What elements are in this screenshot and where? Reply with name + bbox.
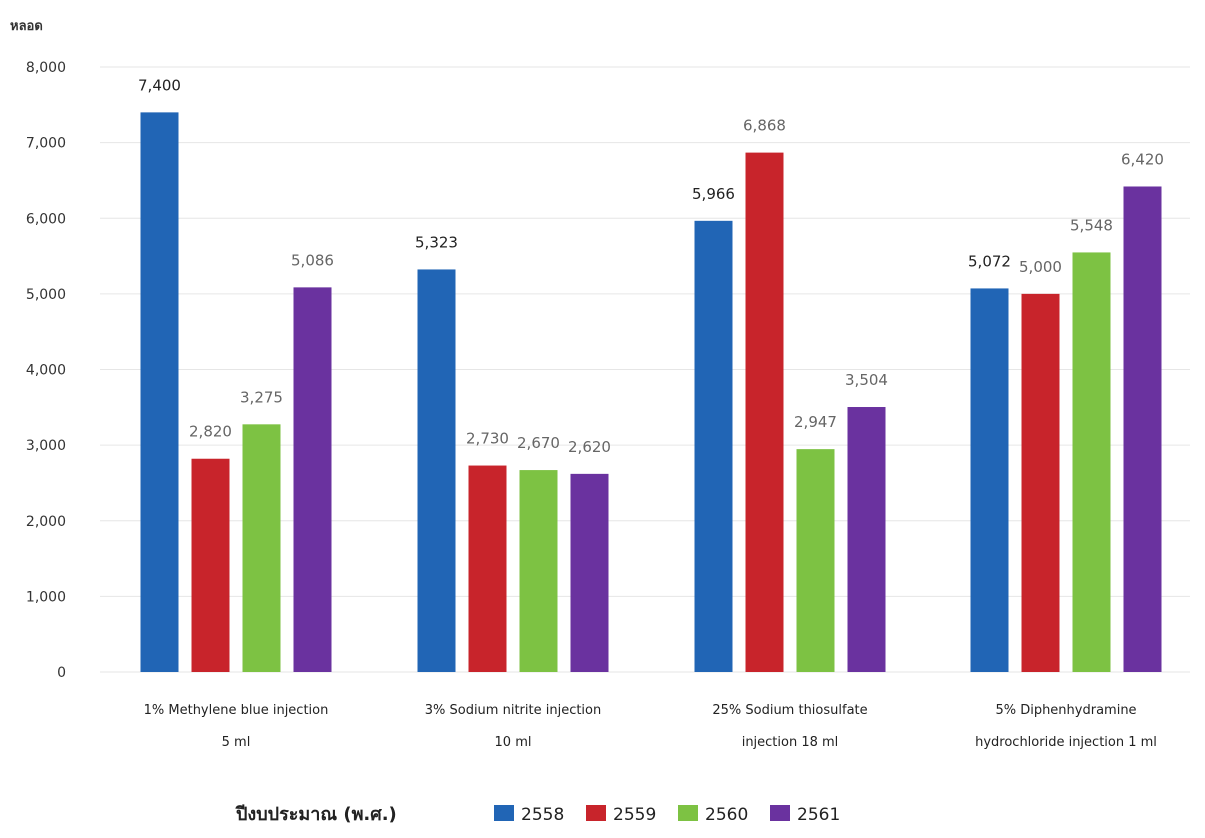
data-label: 6,868 <box>743 117 786 135</box>
bar-2561 <box>1123 186 1162 673</box>
y-tick-label: 6,000 <box>26 211 66 227</box>
legend-label: 2561 <box>797 805 840 825</box>
x-tick-label: hydrochloride injection 1 ml <box>975 735 1157 750</box>
data-labels: 7,400 2,820 3,275 5,086 5,323 2,730 2,670 2,620… <box>138 76 1164 455</box>
legend-label: 2560 <box>705 805 748 825</box>
data-label: 5,086 <box>291 251 334 269</box>
x-tick-label: injection 18 ml <box>742 735 839 750</box>
bar-2561 <box>847 407 886 672</box>
data-label: 2,670 <box>517 434 560 452</box>
bar-2558 <box>140 112 179 672</box>
data-label: 5,323 <box>415 233 458 251</box>
y-axis-label: หลอด <box>10 19 43 34</box>
legend-swatch-2558 <box>494 805 514 821</box>
bar-2559 <box>745 152 784 673</box>
bar-2561 <box>570 473 609 672</box>
x-tick-label: 25% Sodium thiosulfate <box>712 703 867 718</box>
x-tick-label: 5% Diphenhydramine <box>995 703 1136 718</box>
y-tick-label: 3,000 <box>26 438 66 454</box>
gridlines <box>100 66 1190 673</box>
legend-swatch-2559 <box>586 805 606 821</box>
y-tick-label: 4,000 <box>26 363 66 379</box>
data-label: 2,730 <box>466 430 509 448</box>
y-tick-label: 1,000 <box>26 589 66 605</box>
y-tick-label: 7,000 <box>26 136 66 152</box>
bar-2560 <box>796 449 835 672</box>
bar-2559 <box>191 458 230 672</box>
x-tick-label: 1% Methylene blue injection <box>144 703 329 718</box>
legend-label: 2558 <box>521 805 564 825</box>
x-tick-label: 5 ml <box>222 735 251 750</box>
y-tick-label: 8,000 <box>26 60 66 76</box>
data-label: 7,400 <box>138 76 181 94</box>
bar-2558 <box>417 269 456 672</box>
data-label: 5,548 <box>1070 216 1113 234</box>
x-tick-label: 10 ml <box>495 735 532 750</box>
bar-2559 <box>1021 293 1060 672</box>
legend-swatch-2561 <box>770 805 790 821</box>
data-label: 2,820 <box>189 423 232 441</box>
bars <box>140 112 1162 673</box>
legend: ปีงบประมาณ (พ.ศ.) 2558 2559 2560 2561 <box>235 804 841 825</box>
data-label: 5,072 <box>968 252 1011 270</box>
bar-2560 <box>242 424 281 672</box>
bar-2559 <box>468 465 507 672</box>
data-label: 6,420 <box>1121 150 1164 168</box>
legend-swatch-2560 <box>678 805 698 821</box>
y-tick-label: 2,000 <box>26 514 66 530</box>
bar-2560 <box>1072 252 1111 672</box>
bar-2558 <box>694 220 733 673</box>
bar-2558 <box>970 288 1009 672</box>
data-label: 3,275 <box>240 388 283 406</box>
bar-2561 <box>293 287 332 672</box>
bar-2560 <box>519 470 558 672</box>
data-label: 2,620 <box>568 438 611 456</box>
y-axis-ticks: 0 1,000 2,000 3,000 4,000 5,000 6,000 7,000 8,00… <box>26 60 66 681</box>
data-label: 3,504 <box>845 371 888 389</box>
legend-label: 2559 <box>613 805 656 825</box>
y-tick-label: 5,000 <box>26 287 66 303</box>
legend-title: ปีงบประมาณ (พ.ศ.) <box>235 804 397 825</box>
x-tick-label: 3% Sodium nitrite injection <box>425 703 602 718</box>
data-label: 5,966 <box>692 185 735 203</box>
data-label: 2,947 <box>794 413 837 431</box>
data-label: 5,000 <box>1019 258 1062 276</box>
x-axis-ticks: 1% Methylene blue injection 5 ml 3% Sodium… <box>144 703 1157 750</box>
y-tick-label: 0 <box>57 665 66 681</box>
